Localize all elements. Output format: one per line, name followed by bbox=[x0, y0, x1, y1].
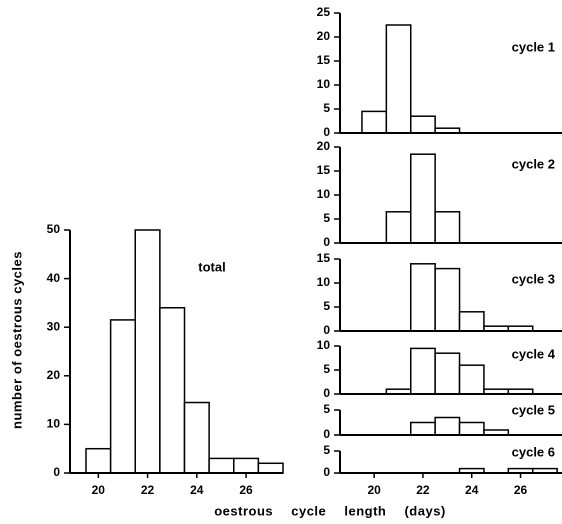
y-tick-label: 5 bbox=[323, 443, 330, 457]
y-tick-label: 0 bbox=[323, 427, 330, 441]
bar bbox=[409, 153, 436, 244]
panel-title: cycle 2 bbox=[512, 156, 555, 171]
x-tick-label: 20 bbox=[367, 483, 381, 497]
y-tick-label: 5 bbox=[323, 402, 330, 416]
y-tick-label: 5 bbox=[323, 362, 330, 376]
bar bbox=[434, 267, 461, 332]
bar bbox=[409, 347, 436, 395]
y-tick-label: 0 bbox=[323, 323, 330, 337]
x-tick-label: 24 bbox=[465, 483, 479, 497]
y-tick-label: 30 bbox=[47, 319, 61, 333]
y-tick-label: 50 bbox=[47, 222, 61, 236]
y-tick-label: 10 bbox=[317, 187, 331, 201]
bar bbox=[458, 364, 485, 395]
y-tick-label: 0 bbox=[323, 465, 330, 479]
bar bbox=[434, 211, 461, 244]
bar bbox=[208, 457, 235, 474]
panel-title: cycle 6 bbox=[512, 444, 555, 459]
bar bbox=[458, 421, 485, 436]
y-tick-label: 20 bbox=[317, 139, 331, 153]
y-tick-label: 15 bbox=[317, 251, 331, 265]
y-tick-label: 5 bbox=[323, 211, 330, 225]
bar bbox=[409, 115, 436, 134]
bar bbox=[183, 401, 210, 474]
panel-title: total bbox=[198, 259, 225, 274]
bar bbox=[233, 457, 260, 474]
x-tick-label: 22 bbox=[416, 483, 430, 497]
x-tick-label: 26 bbox=[514, 483, 528, 497]
bar bbox=[134, 229, 161, 474]
x-axis-label: oestrous cycle length (days) bbox=[214, 503, 446, 518]
y-tick-label: 15 bbox=[317, 163, 331, 177]
y-axis-label: number of oestrous cycles bbox=[9, 251, 24, 429]
y-tick-label: 5 bbox=[323, 101, 330, 115]
bar bbox=[109, 319, 137, 474]
x-tick-label: 24 bbox=[190, 483, 204, 497]
panel-title: cycle 4 bbox=[512, 346, 556, 361]
y-tick-label: 20 bbox=[47, 368, 61, 382]
bar bbox=[257, 462, 284, 474]
y-tick-label: 0 bbox=[323, 125, 330, 139]
bar bbox=[159, 307, 186, 474]
x-tick-label: 22 bbox=[141, 483, 155, 497]
y-tick-label: 5 bbox=[323, 299, 330, 313]
bar bbox=[434, 416, 461, 436]
bar bbox=[85, 447, 112, 474]
y-tick-label: 10 bbox=[317, 338, 331, 352]
bar bbox=[434, 352, 461, 395]
bar bbox=[361, 110, 388, 134]
x-tick-label: 26 bbox=[239, 483, 253, 497]
y-tick-label: 10 bbox=[317, 275, 331, 289]
bar bbox=[409, 263, 436, 332]
y-tick-label: 0 bbox=[323, 235, 330, 249]
panel-title: cycle 1 bbox=[512, 39, 555, 54]
y-tick-label: 10 bbox=[47, 417, 61, 431]
y-tick-label: 15 bbox=[317, 53, 331, 67]
bar bbox=[385, 211, 412, 244]
x-tick-label: 20 bbox=[92, 483, 106, 497]
bar bbox=[385, 24, 412, 134]
panel-title: cycle 3 bbox=[512, 271, 555, 286]
bar bbox=[458, 311, 485, 332]
y-tick-label: 0 bbox=[323, 386, 330, 400]
panel-title: cycle 5 bbox=[512, 402, 555, 417]
y-tick-label: 25 bbox=[317, 5, 331, 19]
y-tick-label: 40 bbox=[47, 271, 61, 285]
y-tick-label: 10 bbox=[317, 77, 331, 91]
y-tick-label: 20 bbox=[317, 29, 331, 43]
y-tick-label: 0 bbox=[53, 465, 60, 479]
bar bbox=[409, 421, 436, 436]
